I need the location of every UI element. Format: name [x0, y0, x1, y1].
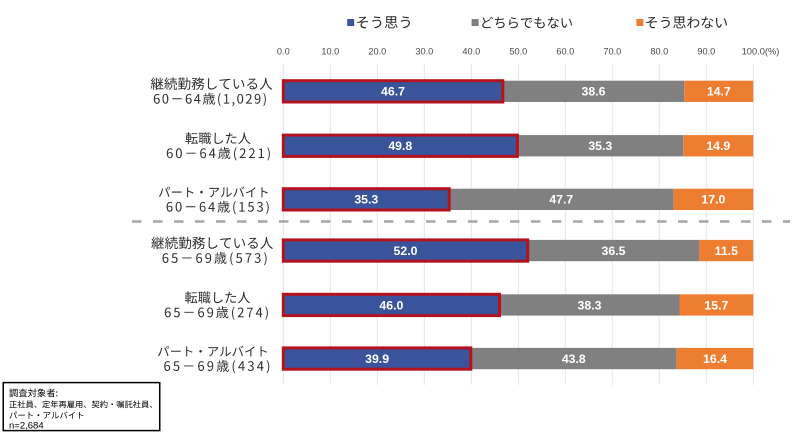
svg-text:100.0(%): 100.0(%)	[742, 46, 780, 56]
svg-text:16.4: 16.4	[703, 352, 727, 366]
svg-text:46.7: 46.7	[381, 85, 405, 99]
svg-text:n=2,684: n=2,684	[9, 421, 44, 432]
svg-text:36.5: 36.5	[602, 244, 626, 258]
svg-text:38.6: 38.6	[582, 85, 606, 99]
svg-text:90.0: 90.0	[697, 46, 715, 56]
svg-text:80.0: 80.0	[650, 46, 668, 56]
svg-text:10.0: 10.0	[321, 46, 339, 56]
svg-text:14.7: 14.7	[707, 85, 731, 99]
svg-text:0.0: 0.0	[277, 46, 290, 56]
svg-text:35.3: 35.3	[588, 139, 612, 153]
svg-text:43.8: 43.8	[562, 352, 586, 366]
svg-text:14.9: 14.9	[706, 139, 730, 153]
svg-text:52.0: 52.0	[394, 244, 418, 258]
svg-text:50.0: 50.0	[509, 46, 527, 56]
svg-text:15.7: 15.7	[704, 298, 728, 312]
svg-text:70.0: 70.0	[603, 46, 621, 56]
svg-text:47.7: 47.7	[549, 193, 573, 207]
svg-text:49.8: 49.8	[388, 139, 412, 153]
svg-text:40.0: 40.0	[462, 46, 480, 56]
svg-text:17.0: 17.0	[701, 193, 725, 207]
svg-text:39.9: 39.9	[365, 352, 389, 366]
svg-text:46.0: 46.0	[379, 298, 403, 312]
svg-text:35.3: 35.3	[354, 193, 378, 207]
svg-text:11.5: 11.5	[715, 244, 738, 258]
svg-text:60.0: 60.0	[556, 46, 574, 56]
svg-text:30.0: 30.0	[415, 46, 433, 56]
svg-text:38.3: 38.3	[578, 298, 602, 312]
svg-text:20.0: 20.0	[368, 46, 386, 56]
